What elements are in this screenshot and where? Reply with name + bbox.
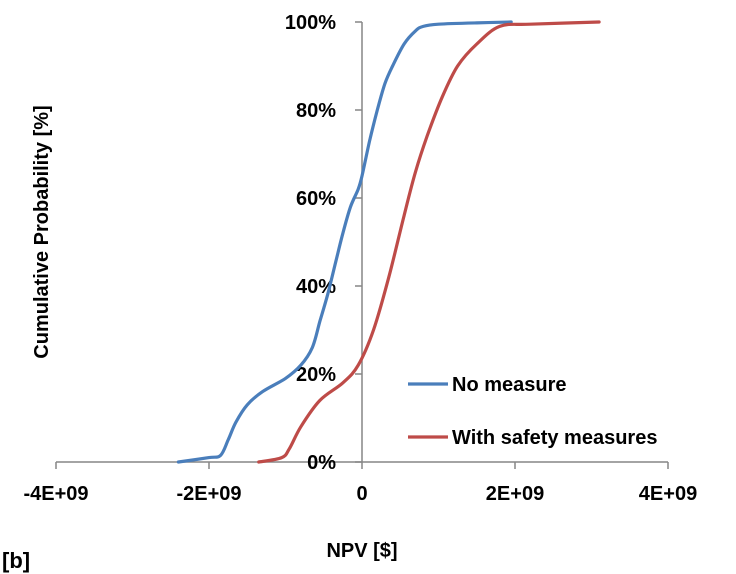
x-axis-ticks: -4E+09 -2E+09 0 2E+09 4E+09 bbox=[23, 462, 697, 505]
y-tick-label: 40% bbox=[296, 276, 336, 298]
y-tick-label: 0% bbox=[307, 452, 336, 474]
x-tick-label: -4E+09 bbox=[23, 483, 88, 505]
x-axis-label: NPV [$] bbox=[326, 540, 397, 562]
y-tick-label: 20% bbox=[296, 364, 336, 386]
axes bbox=[56, 22, 668, 463]
x-tick-label: 0 bbox=[356, 483, 367, 505]
y-axis-label: Cumulative Probability [%] bbox=[31, 105, 53, 358]
x-tick-label: -2E+09 bbox=[176, 483, 241, 505]
y-tick-label: 60% bbox=[296, 188, 336, 210]
y-tick-label: 80% bbox=[296, 100, 336, 122]
y-tick-label: 100% bbox=[285, 12, 336, 34]
x-tick-label: 4E+09 bbox=[639, 483, 697, 505]
series-with-safety-measures-line bbox=[257, 20, 601, 464]
legend-label: With safety measures bbox=[452, 427, 657, 449]
series-no-measure-line bbox=[176, 20, 513, 464]
series-layer bbox=[176, 20, 601, 464]
x-tick-label: 2E+09 bbox=[486, 483, 544, 505]
legend: No measure With safety measures bbox=[408, 374, 657, 449]
panel-label: [b] bbox=[2, 548, 31, 573]
y-axis-ticks: 0% 20% 40% 60% 80% 100% bbox=[285, 12, 362, 474]
legend-label: No measure bbox=[452, 374, 567, 396]
